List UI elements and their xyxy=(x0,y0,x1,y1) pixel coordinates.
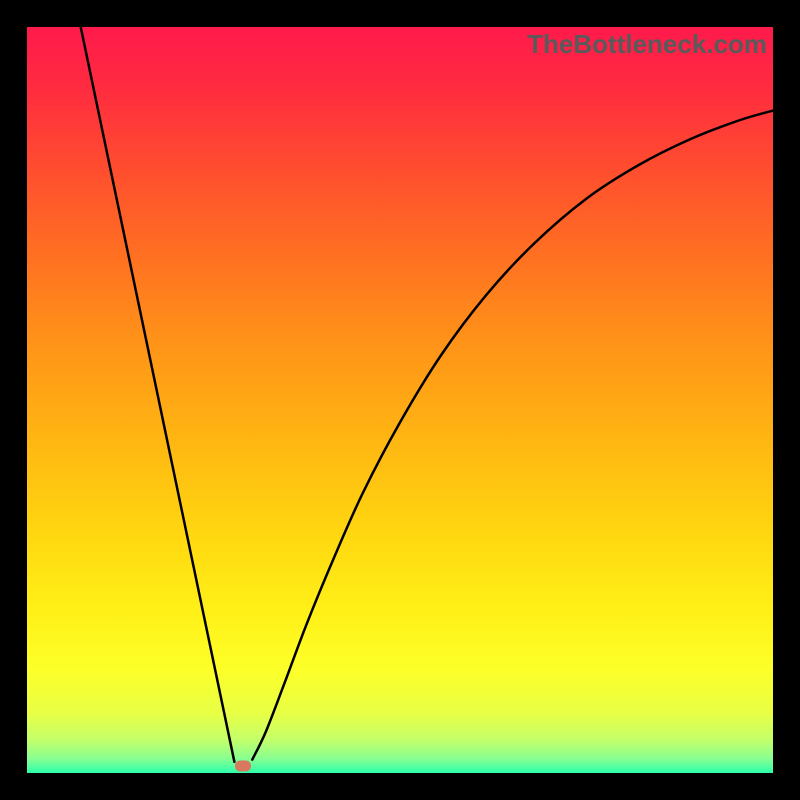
bottleneck-marker xyxy=(235,760,251,771)
gradient-background xyxy=(27,27,773,773)
chart-container: TheBottleneck.com xyxy=(0,0,800,800)
watermark-text: TheBottleneck.com xyxy=(527,29,767,60)
plot-area xyxy=(27,27,773,773)
